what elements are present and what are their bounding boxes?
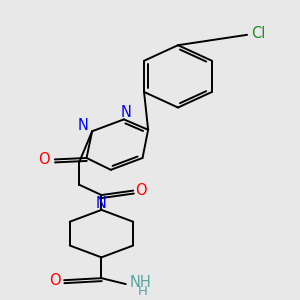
Text: O: O xyxy=(39,152,50,167)
Text: O: O xyxy=(49,273,61,288)
Text: H: H xyxy=(138,285,148,298)
Text: N: N xyxy=(96,196,107,211)
Text: Cl: Cl xyxy=(251,26,265,41)
Text: NH: NH xyxy=(130,275,151,290)
Text: N: N xyxy=(77,118,88,134)
Text: N: N xyxy=(120,105,131,120)
Text: O: O xyxy=(135,182,146,197)
